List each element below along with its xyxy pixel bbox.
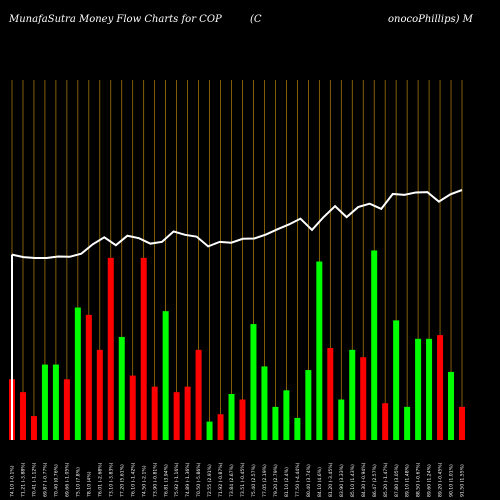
tick-label: 85.20 (-1.47%) [383,462,389,497]
chart-title-right: onocoPhillips) M [388,14,474,25]
tick-label: 74.10 (-0.1%) [10,465,16,497]
bar [96,349,103,440]
tick-label: 75.92 (-1.16%) [174,462,180,497]
price-line-group [11,189,463,440]
tick-label: 74.89 (-1.36%) [185,462,191,497]
bar [272,406,279,440]
tick-label: 81.20 (-3.45%) [328,462,334,497]
tick-label: 90.10 (1.01%) [449,464,455,497]
tick-label: 78.10 (4%) [86,471,92,497]
bar [250,324,257,440]
bar [448,371,455,440]
bar [338,399,345,440]
tick-label: 73.10 (-3.83%) [108,462,114,497]
bar [206,421,213,440]
tick-label: 70.50 (-5.86%) [196,462,202,497]
tick-label: 70.41 (-1.12%) [32,462,38,497]
tick-label: 71.21 (-3.88%) [21,462,27,497]
tick-label: 71.92 (-0.87%) [218,462,224,497]
tick-label: 87.80 (3.05%) [394,464,400,497]
tick-label: 69.87 (-0.77%) [43,462,49,497]
tick-label: 85.10 (1.43%) [350,464,356,497]
tick-label: 81.10 (2.4%) [284,467,290,497]
tick-label: 76.81 (3.94%) [163,464,169,497]
bar [294,417,301,440]
bar [261,366,268,440]
bar [217,414,224,440]
bar [437,335,444,440]
tick-label: 75.10 (7.8%) [75,467,81,497]
tick-label: 79.20 (2.79%) [273,464,279,497]
bar [316,261,323,440]
price-line [11,189,463,259]
bar [360,357,367,440]
bar [30,416,37,440]
bar [239,399,246,440]
bar [140,257,147,440]
bar [63,379,70,440]
tick-label: 84.10 (4.6%) [317,467,323,497]
tick-label: 69.66 (-1.05%) [64,462,70,497]
bar [404,406,411,440]
bar [173,392,180,440]
bar [349,349,356,440]
bar [41,364,48,440]
tick-labels: 74.10 (-0.1%) 71.21 (-3.88%) 70.41 (-1.12%… [10,462,466,497]
bar [19,392,26,440]
tick-label: 73.90 (-0.81%) [152,462,158,497]
tick-label: 89.20 (-0.45%) [438,462,444,497]
bar [118,336,125,440]
tick-label: 76.10 (-1.42%) [130,462,136,497]
bar [74,307,81,440]
tick-label: 77.20 (5.61%) [119,464,125,497]
tick-label: 89.10 (1.48%) [405,464,411,497]
bar [283,390,290,440]
tick-label: 84.30 (-0.94%) [361,462,367,497]
bar [195,349,202,440]
bar [184,386,191,440]
bar [382,403,389,440]
tick-label: 80.40 (3.74%) [306,464,312,497]
bar [305,370,312,440]
tick-label: 89.60 (1.24%) [427,464,433,497]
bar [85,314,92,440]
tick-label: 83.90 (3.33%) [339,464,345,497]
tick-label: 73.51 (-0.45%) [240,462,246,497]
tick-label: 74.50 (-2.1%) [141,465,147,497]
bar [107,257,114,440]
chart-title-left: MunafaSutra Money Flow Charts for COP [8,14,222,25]
tick-label: 76.01 (-2.68%) [97,462,103,497]
tick-label: 88.50 (-0.67%) [416,462,422,497]
tick-label: 77.05 (2.19%) [262,464,268,497]
bar [415,338,422,440]
bar [52,364,59,440]
bar [228,394,235,440]
tick-label: 77.50 (-4.44%) [295,462,301,497]
tick-label: 91.50 (1.55%) [460,464,466,497]
bar [393,320,400,440]
tick-label: 73.84 (2.67%) [229,464,235,497]
bars [9,250,465,440]
tick-label: 75.40 (2.57%) [251,464,257,497]
bar [129,375,136,440]
chart-title-mid: (C [250,14,262,25]
bar [162,311,169,440]
bar [151,386,158,440]
bar [459,406,465,440]
tick-label: 86.47 (2.57%) [372,464,378,497]
tick-label: 70.40 (0.76%) [54,464,60,497]
bar [327,348,334,440]
bar [371,250,378,440]
tick-label: 72.55 (2.91%) [207,464,213,497]
bar [426,338,433,440]
